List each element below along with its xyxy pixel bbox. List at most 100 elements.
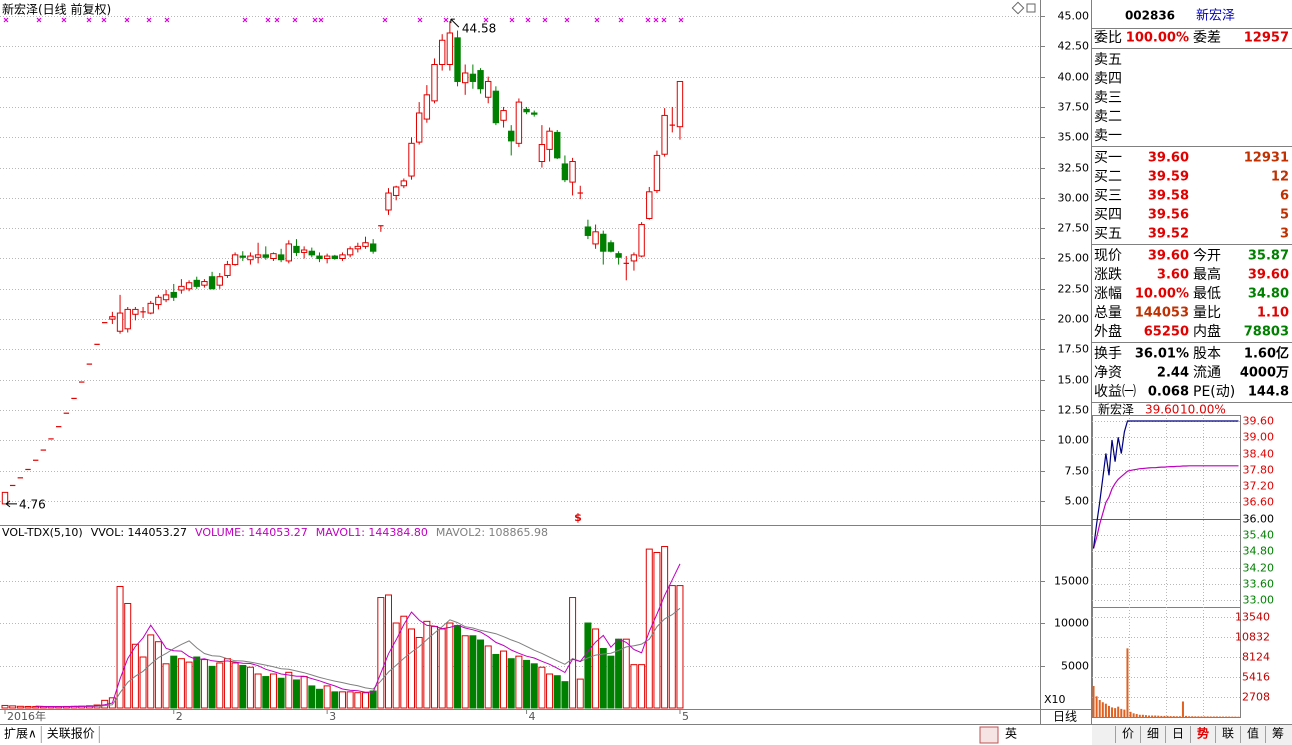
toolbar-button[interactable]: 扩展∧ bbox=[4, 727, 37, 741]
y-tick-label: 7.50 bbox=[1065, 465, 1090, 478]
tab[interactable]: 细 bbox=[1147, 727, 1159, 741]
quote-value: 12 bbox=[1271, 170, 1289, 185]
volume-bar bbox=[208, 665, 216, 709]
volume-bar bbox=[292, 679, 300, 709]
quote-label: 涨幅 bbox=[1094, 286, 1122, 302]
icon-tool[interactable] bbox=[979, 726, 999, 744]
intraday-price-tick: 37.20 bbox=[1243, 480, 1275, 493]
quote-label: 卖一 bbox=[1094, 128, 1122, 144]
quote-value: 65250 bbox=[1144, 325, 1189, 340]
candle-body bbox=[515, 101, 523, 144]
intraday-volume-bar bbox=[1092, 685, 1095, 717]
intraday-change: 10.00% bbox=[1180, 403, 1226, 417]
y-tick-label: 42.50 bbox=[1058, 40, 1090, 53]
quote-label: 卖五 bbox=[1094, 52, 1122, 68]
candle-body bbox=[1, 491, 9, 505]
volume-bar bbox=[162, 663, 170, 709]
intraday-volume-bar bbox=[1148, 715, 1151, 717]
volume-bar bbox=[423, 620, 431, 709]
candle-body bbox=[477, 70, 484, 90]
volume-bar bbox=[599, 648, 607, 709]
toolbar-button[interactable]: 关联报价 bbox=[47, 726, 95, 741]
intraday-price-tick: 33.60 bbox=[1243, 578, 1275, 591]
quote-label: 卖三 bbox=[1094, 90, 1122, 106]
volume-bar bbox=[530, 663, 538, 709]
intraday-volume-bar bbox=[1197, 716, 1200, 717]
candle-body bbox=[615, 253, 622, 258]
quote-label: 委差 bbox=[1193, 30, 1221, 46]
low-label: 4.76 bbox=[19, 497, 46, 511]
y-tick-label: 32.50 bbox=[1058, 162, 1090, 175]
intraday-volume-bar bbox=[1203, 716, 1206, 717]
signal-cross bbox=[417, 17, 423, 23]
volume-tick-label: 10000 bbox=[1054, 617, 1089, 630]
intraday-volume-bar bbox=[1117, 706, 1120, 717]
candle-body bbox=[454, 37, 461, 82]
icon-square[interactable] bbox=[1026, 3, 1036, 13]
candle-body bbox=[124, 308, 131, 330]
icon-diamond[interactable] bbox=[1011, 1, 1025, 15]
quote-value: 39.56 bbox=[1148, 208, 1189, 223]
volume-bar bbox=[139, 656, 147, 709]
quote-value: 39.52 bbox=[1148, 227, 1189, 242]
signal-cross bbox=[86, 17, 92, 23]
intraday-volume-bar bbox=[1126, 648, 1129, 717]
quote-value: 144053 bbox=[1135, 306, 1189, 321]
quote-label: 内盘 bbox=[1193, 323, 1221, 340]
volume-bar bbox=[400, 615, 408, 709]
date-label: 3 bbox=[329, 710, 336, 723]
stock-code: 002836 bbox=[1125, 9, 1175, 23]
candle-body bbox=[469, 73, 477, 82]
volume-legend: MAVOL2: 108865.98 bbox=[436, 526, 548, 539]
signal-cross bbox=[653, 17, 659, 23]
volume-bar bbox=[216, 662, 224, 709]
tab[interactable]: 价 bbox=[1122, 727, 1134, 741]
quote-label: 净资 bbox=[1094, 365, 1122, 381]
intraday-volume-bar bbox=[1200, 716, 1203, 717]
quote-label: 卖二 bbox=[1094, 109, 1122, 125]
volume-bar bbox=[331, 691, 339, 709]
quote-value: 144.8 bbox=[1248, 385, 1289, 400]
tab[interactable]: 日 bbox=[1172, 727, 1184, 741]
candle-body bbox=[216, 276, 223, 286]
candle-body bbox=[277, 254, 285, 261]
candle-body bbox=[431, 64, 438, 102]
signal-cross bbox=[274, 17, 280, 23]
intraday-volume-bar bbox=[1206, 716, 1209, 717]
candle-body bbox=[270, 253, 277, 259]
volume-bar bbox=[630, 664, 638, 709]
quote-label: 量比 bbox=[1193, 305, 1221, 321]
period-label[interactable]: 日线 bbox=[1053, 710, 1077, 724]
volume-bar bbox=[569, 597, 577, 709]
high-label: 44.58 bbox=[462, 22, 496, 36]
intraday-volume-bar bbox=[1181, 701, 1184, 717]
volume-bar bbox=[645, 548, 653, 709]
signal-cross bbox=[443, 17, 449, 23]
tab[interactable]: 势 bbox=[1197, 726, 1209, 741]
volume-bar bbox=[592, 628, 600, 709]
candle-body bbox=[316, 255, 323, 259]
tab[interactable]: 筹 bbox=[1272, 727, 1284, 741]
lang-button[interactable]: 英 bbox=[1005, 727, 1017, 741]
intraday-volume-bar bbox=[1111, 707, 1114, 717]
candle-body bbox=[592, 231, 599, 245]
volume-tick-label: 5000 bbox=[1061, 660, 1089, 673]
signal-cross bbox=[124, 17, 130, 23]
date-label: 2 bbox=[176, 710, 183, 723]
intraday-avg-line bbox=[1092, 465, 1239, 549]
tab[interactable]: 联 bbox=[1222, 727, 1234, 741]
volume-bar bbox=[538, 666, 546, 709]
date-label: 2016年 bbox=[7, 709, 46, 723]
candle-body bbox=[147, 302, 154, 314]
candle-body bbox=[661, 114, 668, 155]
volume-bar bbox=[638, 664, 646, 709]
volume-bar bbox=[377, 597, 385, 709]
signal-cross bbox=[594, 17, 600, 23]
quote-label: 股本 bbox=[1193, 346, 1221, 362]
candle-body bbox=[600, 233, 607, 252]
candle-body bbox=[584, 226, 592, 236]
intraday-price-tick: 36.00 bbox=[1243, 513, 1275, 526]
stock-name: 新宏泽 bbox=[1196, 8, 1235, 24]
tab[interactable]: 值 bbox=[1247, 726, 1259, 741]
intraday-volume-tick: 2708 bbox=[1242, 691, 1270, 704]
